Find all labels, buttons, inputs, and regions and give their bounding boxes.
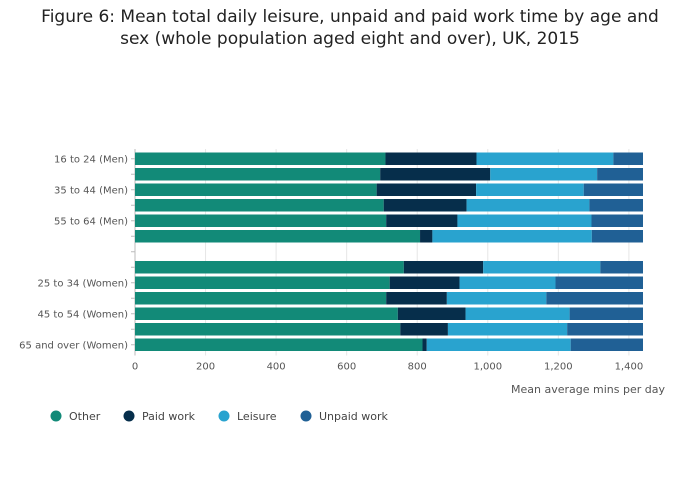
bar-segment-leisure xyxy=(457,214,592,227)
bar-segment-leisure xyxy=(465,307,570,320)
bar-segment-other xyxy=(135,276,390,289)
bar-segment-other xyxy=(135,214,387,227)
bar-segment-other xyxy=(135,261,404,274)
bar-segment-paid-work xyxy=(397,307,466,320)
x-tick-label: 1,200 xyxy=(544,362,573,373)
legend: Other Paid work Leisure Unpaid work xyxy=(50,410,389,423)
legend-item-unpaid-work[interactable]: Unpaid work xyxy=(300,410,389,423)
bar-segment-other xyxy=(135,230,421,243)
bar-segment-unpaid-work xyxy=(613,152,643,165)
bar-segment-paid-work xyxy=(385,152,477,165)
x-tick-label: 800 xyxy=(408,362,427,373)
bar-segment-paid-work xyxy=(386,214,458,227)
x-tick-label: 400 xyxy=(267,362,286,373)
bar-segment-leisure xyxy=(483,261,601,274)
legend-label: Unpaid work xyxy=(319,410,389,423)
x-axis-labels: 0 200 400 600 800 1,000 1,200 1,400 xyxy=(132,362,643,373)
bar-segment-leisure xyxy=(447,323,568,336)
chart-title-line-2: sex (whole population aged eight and ove… xyxy=(120,29,580,49)
legend-label: Other xyxy=(69,410,101,423)
y-tick-label: 65 and over (Women) xyxy=(19,340,128,351)
bar-segment-unpaid-work xyxy=(555,276,643,289)
bar-segment-unpaid-work xyxy=(583,183,643,196)
bar-segment-other xyxy=(135,338,423,351)
bar-segment-leisure xyxy=(476,183,584,196)
y-tick-label: 25 to 34 (Women) xyxy=(38,278,129,289)
x-tick-label: 0 xyxy=(132,362,138,373)
legend-label: Paid work xyxy=(142,410,196,423)
bar-segment-leisure xyxy=(476,152,614,165)
bar-segment-leisure xyxy=(466,199,590,212)
bar-segment-other xyxy=(135,199,384,212)
bar-segment-unpaid-work xyxy=(597,168,643,181)
bar-segment-paid-work xyxy=(422,338,427,351)
bar-segment-other xyxy=(135,292,387,305)
bar-segment-unpaid-work xyxy=(569,307,643,320)
bar-segment-other xyxy=(135,168,381,181)
bar-segment-paid-work xyxy=(420,230,433,243)
bar-segment-leisure xyxy=(446,292,547,305)
bar-segment-unpaid-work xyxy=(591,230,643,243)
legend-item-leisure[interactable]: Leisure xyxy=(218,410,277,423)
y-tick-label: 35 to 44 (Men) xyxy=(54,185,128,196)
bar-segment-other xyxy=(135,323,401,336)
bar-segment-unpaid-work xyxy=(570,338,643,351)
bars xyxy=(135,152,643,351)
y-tick-label: 55 to 64 (Men) xyxy=(54,216,128,227)
bar-segment-other xyxy=(135,307,398,320)
y-axis-labels: 16 to 24 (Men) 35 to 44 (Men) 55 to 64 (Me… xyxy=(19,154,135,351)
bar-segment-other xyxy=(135,152,386,165)
bar-segment-paid-work xyxy=(380,168,491,181)
legend-marker xyxy=(123,410,135,422)
bar-segment-leisure xyxy=(426,338,571,351)
bar-segment-paid-work xyxy=(389,276,460,289)
bar-segment-paid-work xyxy=(376,183,477,196)
x-axis-title: Mean average mins per day xyxy=(511,383,665,396)
bar-segment-paid-work xyxy=(403,261,484,274)
legend-marker xyxy=(300,410,312,422)
chart-title: Figure 6: Mean total daily leisure, unpa… xyxy=(0,6,700,50)
bar-segment-leisure xyxy=(459,276,556,289)
bar-segment-leisure xyxy=(432,230,592,243)
bar-segment-other xyxy=(135,183,377,196)
chart-title-line-1: Figure 6: Mean total daily leisure, unpa… xyxy=(41,7,659,27)
bar-segment-unpaid-work xyxy=(567,323,643,336)
legend-item-other[interactable]: Other xyxy=(50,410,101,423)
grid-lines xyxy=(134,149,630,356)
x-tick-label: 200 xyxy=(196,362,215,373)
bar-segment-paid-work xyxy=(383,199,467,212)
bar-segment-unpaid-work xyxy=(591,214,643,227)
x-tick-label: 1,000 xyxy=(473,362,502,373)
bar-segment-unpaid-work xyxy=(589,199,643,212)
x-tick-label: 1,400 xyxy=(615,362,644,373)
legend-label: Leisure xyxy=(237,410,277,423)
bar-segment-paid-work xyxy=(400,323,448,336)
legend-marker xyxy=(50,410,62,422)
bar-segment-paid-work xyxy=(386,292,447,305)
legend-marker xyxy=(218,410,230,422)
y-tick-label: 45 to 54 (Women) xyxy=(38,309,129,320)
bar-segment-unpaid-work xyxy=(600,261,643,274)
bar-segment-unpaid-work xyxy=(546,292,643,305)
legend-item-paid-work[interactable]: Paid work xyxy=(123,410,196,423)
x-tick-label: 600 xyxy=(337,362,356,373)
y-tick-label: 16 to 24 (Men) xyxy=(54,154,128,165)
bar-segment-leisure xyxy=(490,168,598,181)
